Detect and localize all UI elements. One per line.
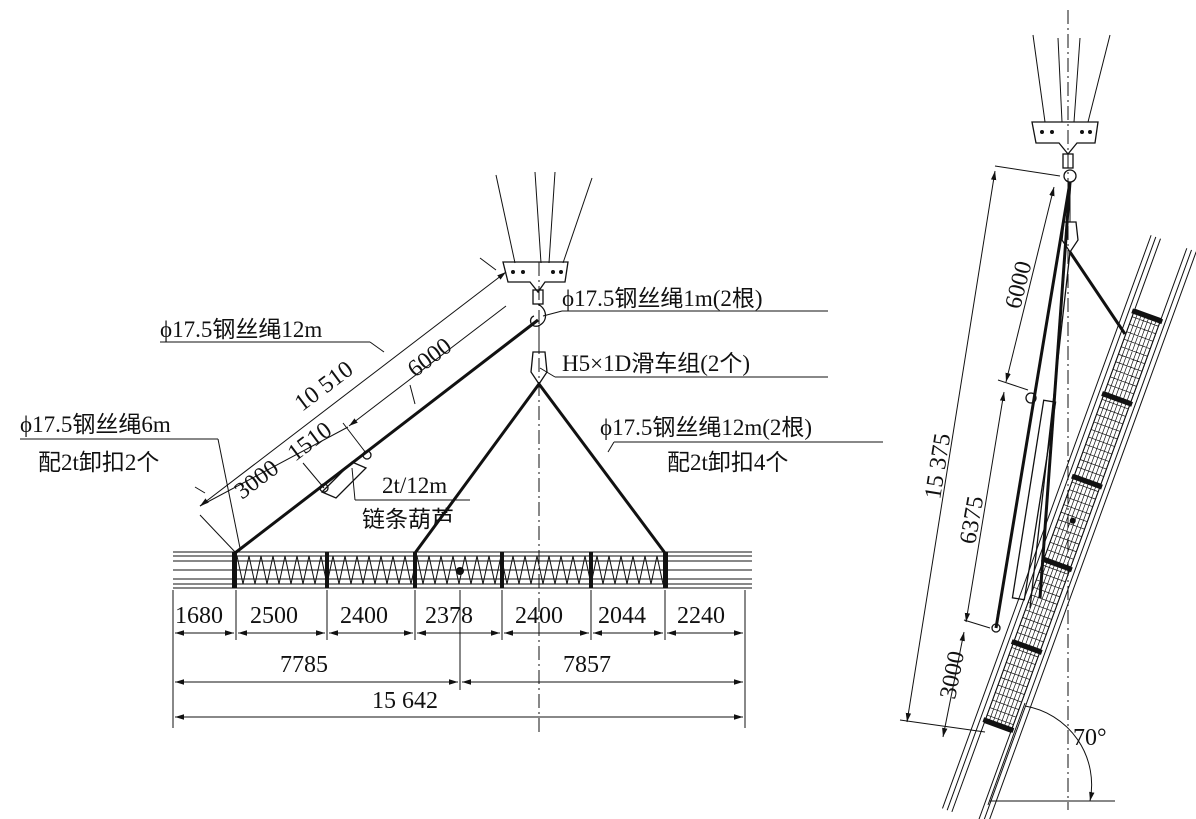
label-hoist-rating: 2t/12m [382,473,447,498]
dim-6375: 6375 [955,494,989,546]
dim-3000: 3000 [230,455,284,505]
pulley-block [530,326,548,386]
dim-2240: 2240 [677,603,725,629]
right-view: 70° 15 375 6000 6375 3000 [899,10,1196,819]
dim-r6000: 6000 [1001,259,1038,312]
label-pulley: H5×1D滑车组(2个) [562,351,750,376]
dim-r3000: 3000 [935,649,970,701]
dim-15642: 15 642 [372,688,438,714]
dim-2400b: 2400 [515,603,563,629]
dim-7857: 7857 [563,652,611,678]
label-rope-12m: ϕ17.5钢丝绳12m [160,317,322,342]
dim-1680: 1680 [175,603,223,629]
truss-segment [173,551,752,589]
right-dimensions [899,165,1061,738]
dim-2044: 2044 [598,603,646,629]
angle-marker [987,702,1115,806]
dim-2400a: 2400 [340,603,388,629]
bottom-dimensions [172,590,746,728]
angle-label: 70° [1073,725,1107,751]
callout-leaders [20,310,883,549]
label-rope-12m-2: ϕ17.5钢丝绳12m(2根) [600,415,812,440]
label-rope-1m: ϕ17.5钢丝绳1m(2根) [562,286,763,311]
left-view: 10 510 6000 3000 1510 ϕ17.5钢丝绳12m ϕ17.5钢… [20,171,883,735]
dim-2378: 2378 [425,603,473,629]
hook-block [502,261,569,327]
rope-right-v2 [1068,251,1127,335]
crane-cables-right [1032,34,1111,123]
v-sling-right [537,383,667,554]
dim-2500: 2500 [250,603,298,629]
dim-15375: 15 375 [920,432,956,501]
dim-10510: 10 510 [290,356,358,416]
chain-hoist [319,450,372,499]
sling-dimensions [194,257,507,554]
crane-cables [495,171,593,264]
dim-7785: 7785 [280,652,328,678]
label-hoist: 链条葫芦 [362,507,454,532]
dim-6000: 6000 [403,333,457,383]
label-shackle-2: 配2t卸扣2个 [38,450,159,475]
rope-right-main [994,181,1072,629]
dim-1510: 1510 [283,417,337,467]
label-shackle-4: 配2t卸扣4个 [667,450,788,475]
label-rope-6m: ϕ17.5钢丝绳6m [20,412,171,437]
